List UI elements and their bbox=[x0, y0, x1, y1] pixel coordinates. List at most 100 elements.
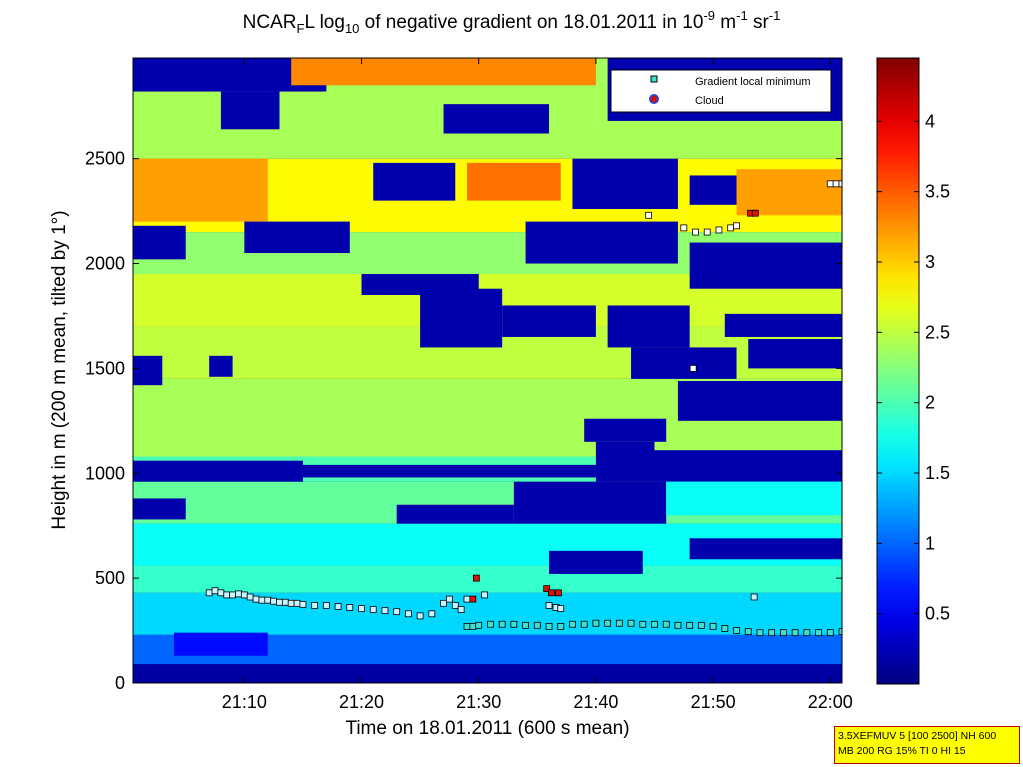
x-axis-label: Time on 18.01.2011 (600 s mean) bbox=[345, 718, 630, 739]
legend-swatch-cloud bbox=[649, 94, 659, 104]
gradient-minimum-point bbox=[838, 180, 842, 188]
heatmap-cell bbox=[133, 460, 303, 482]
x-tick-label: 21:10 bbox=[222, 692, 267, 712]
gradient-minimum-point bbox=[229, 591, 237, 599]
x-tick-label: 21:20 bbox=[339, 692, 384, 712]
heatmap-cell bbox=[174, 632, 268, 656]
heatmap-cell bbox=[133, 664, 842, 683]
colorbar bbox=[876, 57, 920, 685]
gradient-minimum-point bbox=[404, 610, 412, 618]
gradient-minimum-point bbox=[557, 605, 565, 612]
heatmap-cell bbox=[133, 355, 163, 386]
gradient-minimum-point bbox=[645, 211, 653, 219]
heatmap-cell bbox=[572, 158, 678, 210]
colorbar-tick-label: 3.5 bbox=[925, 182, 950, 202]
gradient-minimum-point bbox=[604, 619, 612, 627]
gradient-minimum-point bbox=[358, 605, 365, 612]
info-line-2: MB 200 RG 15% TI 0 HI 15 bbox=[838, 745, 966, 757]
heatmap-cell bbox=[513, 481, 667, 524]
y-tick-label: 500 bbox=[95, 568, 125, 588]
gradient-minimum-point bbox=[639, 620, 647, 628]
y-axis: 0 500 1000 1500 2000 2500 bbox=[85, 149, 842, 693]
heatmap-layer bbox=[133, 58, 842, 683]
heatmap-cell bbox=[420, 288, 503, 348]
cloud-point bbox=[472, 574, 480, 582]
y-tick-label: 2000 bbox=[85, 254, 125, 274]
gradient-minimum-point bbox=[246, 593, 254, 601]
heatmap-cell bbox=[689, 538, 842, 560]
gradient-minimum-point bbox=[287, 599, 295, 607]
heatmap-cell bbox=[466, 162, 561, 201]
heatmap-cell bbox=[654, 450, 842, 482]
gradient-minimum-point bbox=[469, 622, 477, 630]
cloud-point bbox=[469, 595, 477, 603]
gradient-minimum-point bbox=[651, 620, 658, 628]
gradient-minimum-point bbox=[838, 628, 842, 636]
gradient-minimum-point bbox=[533, 621, 541, 629]
cloud-point bbox=[555, 589, 562, 597]
chart-title: NCARFL log10 of negative gradient on 18.… bbox=[242, 8, 781, 36]
gradient-minimum-point bbox=[615, 619, 623, 627]
gradient-minimum-point bbox=[703, 228, 711, 236]
gradient-minimum-point bbox=[662, 620, 670, 628]
gradient-minimum-point bbox=[697, 621, 705, 629]
heatmap-cell bbox=[291, 58, 596, 86]
heatmap-cell bbox=[220, 91, 280, 130]
gradient-minimum-point bbox=[322, 601, 330, 609]
gradient-minimum-point bbox=[393, 608, 401, 616]
heatmap-cell bbox=[209, 355, 233, 377]
heatmap-cell bbox=[666, 481, 842, 516]
y-tick-label: 1500 bbox=[85, 358, 125, 378]
gradient-minimum-point bbox=[235, 590, 242, 598]
gradient-minimum-point bbox=[440, 599, 447, 607]
colorbar-tick-label: 2.5 bbox=[925, 322, 950, 342]
heatmap-cell bbox=[133, 498, 186, 520]
x-axis: 21:10 21:20 21:30 21:40 21:50 22:00 bbox=[222, 58, 853, 712]
colorbar-tick-label: 1 bbox=[925, 533, 935, 553]
gradient-minimum-point bbox=[487, 620, 494, 628]
gradient-minimum-point bbox=[481, 591, 488, 599]
gradient-minimum-point bbox=[545, 601, 553, 609]
heatmap-cell bbox=[607, 305, 690, 348]
gradient-minimum-point bbox=[205, 589, 213, 597]
legend-label-minimum: Gradient local minimum bbox=[695, 76, 811, 88]
gradient-minimum-point bbox=[768, 629, 776, 637]
heatmap-cell bbox=[595, 441, 655, 482]
heatmap-cell bbox=[689, 175, 737, 205]
gradient-minimum-point bbox=[832, 180, 840, 188]
gradient-minimum-point bbox=[258, 596, 266, 604]
gradient-minimum-point bbox=[240, 591, 248, 599]
heatmap-cell bbox=[724, 313, 842, 337]
heatmap-cell bbox=[549, 550, 643, 574]
gradient-minimum-point bbox=[545, 622, 553, 630]
gradient-minimum-point bbox=[428, 610, 436, 618]
heatmap-cell bbox=[302, 464, 596, 478]
gradient-minimum-point bbox=[223, 591, 231, 599]
heatmap-cell bbox=[689, 242, 842, 289]
y-axis-label: Height in m (200 m mean, tilted by 1°) bbox=[49, 210, 70, 530]
gradient-minimum-point bbox=[791, 629, 799, 637]
gradient-minimum-point bbox=[569, 620, 576, 628]
gradient-minimum-point bbox=[580, 620, 588, 628]
heatmap-cell bbox=[373, 162, 456, 201]
heatmap-cell bbox=[133, 565, 842, 593]
gradient-minimum-point bbox=[803, 629, 811, 637]
gradient-minimum-point bbox=[451, 601, 459, 609]
gradient-minimum-point bbox=[680, 224, 688, 232]
gradient-minimum-point bbox=[692, 228, 699, 236]
colorbar-axis: 0.5 1 1.5 2 2.5 3 3.5 4 bbox=[877, 111, 950, 624]
x-tick-label: 21:30 bbox=[456, 692, 501, 712]
gradient-minimum-point bbox=[674, 621, 682, 629]
gradient-minimum-point bbox=[446, 595, 453, 603]
gradient-minimum-point bbox=[276, 598, 283, 606]
gradient-minimum-point bbox=[689, 365, 697, 372]
gradient-minimum-point bbox=[721, 625, 729, 632]
legend: Gradient local minimum Cloud bbox=[610, 69, 832, 113]
y-tick-label: 2500 bbox=[85, 149, 125, 169]
gradient-minimum-point bbox=[346, 604, 354, 611]
plot-frame bbox=[132, 57, 843, 684]
marker-layer bbox=[205, 180, 842, 637]
gradient-minimum-point bbox=[299, 600, 307, 608]
heatmap-cell bbox=[133, 158, 268, 222]
